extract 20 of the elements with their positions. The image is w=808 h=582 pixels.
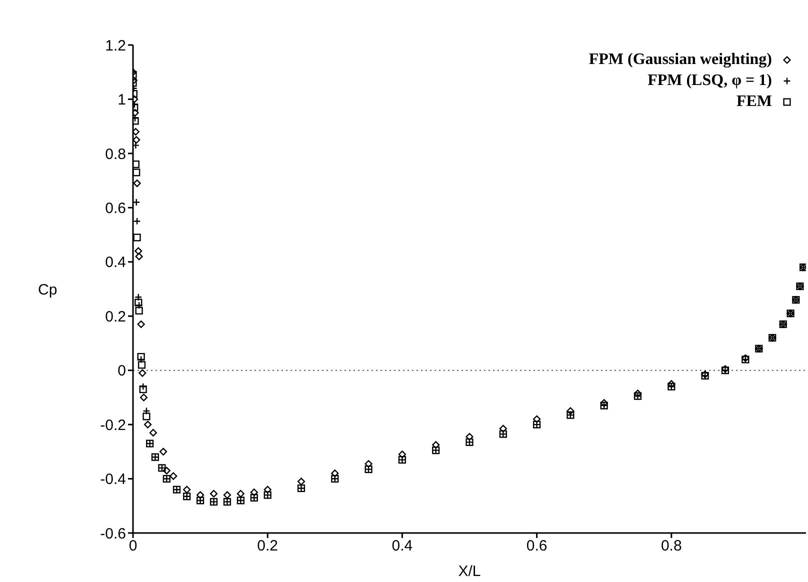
y-tick-label: -0.6 xyxy=(100,525,126,542)
legend-label: FPM (Gaussian weighting) xyxy=(588,50,772,70)
legend-label: FPM (LSQ, φ = 1) xyxy=(648,71,772,91)
legend-label: FEM xyxy=(736,92,772,112)
y-tick-label: 1.2 xyxy=(105,37,126,54)
x-tick-label: 0 xyxy=(128,538,138,555)
y-tick-label: 1 xyxy=(118,92,126,109)
y-tick-label: -0.4 xyxy=(100,471,126,488)
y-tick-label: 0.4 xyxy=(105,254,126,272)
x-tick-label: 0.8 xyxy=(660,538,682,555)
y-tick-label: -0.2 xyxy=(100,416,126,434)
x-axis-title: X/L xyxy=(458,563,481,580)
x-tick-label: 0.6 xyxy=(526,538,548,555)
y-tick-label: 0.8 xyxy=(105,146,126,163)
y-axis-title: Cp xyxy=(38,281,58,298)
y-tick-label: 0.6 xyxy=(105,200,126,217)
y-tick-label: 0 xyxy=(118,362,126,380)
x-tick-label: 0.2 xyxy=(257,538,278,555)
x-tick-label: 0.4 xyxy=(392,538,413,555)
y-tick-label: 0.2 xyxy=(105,308,126,326)
